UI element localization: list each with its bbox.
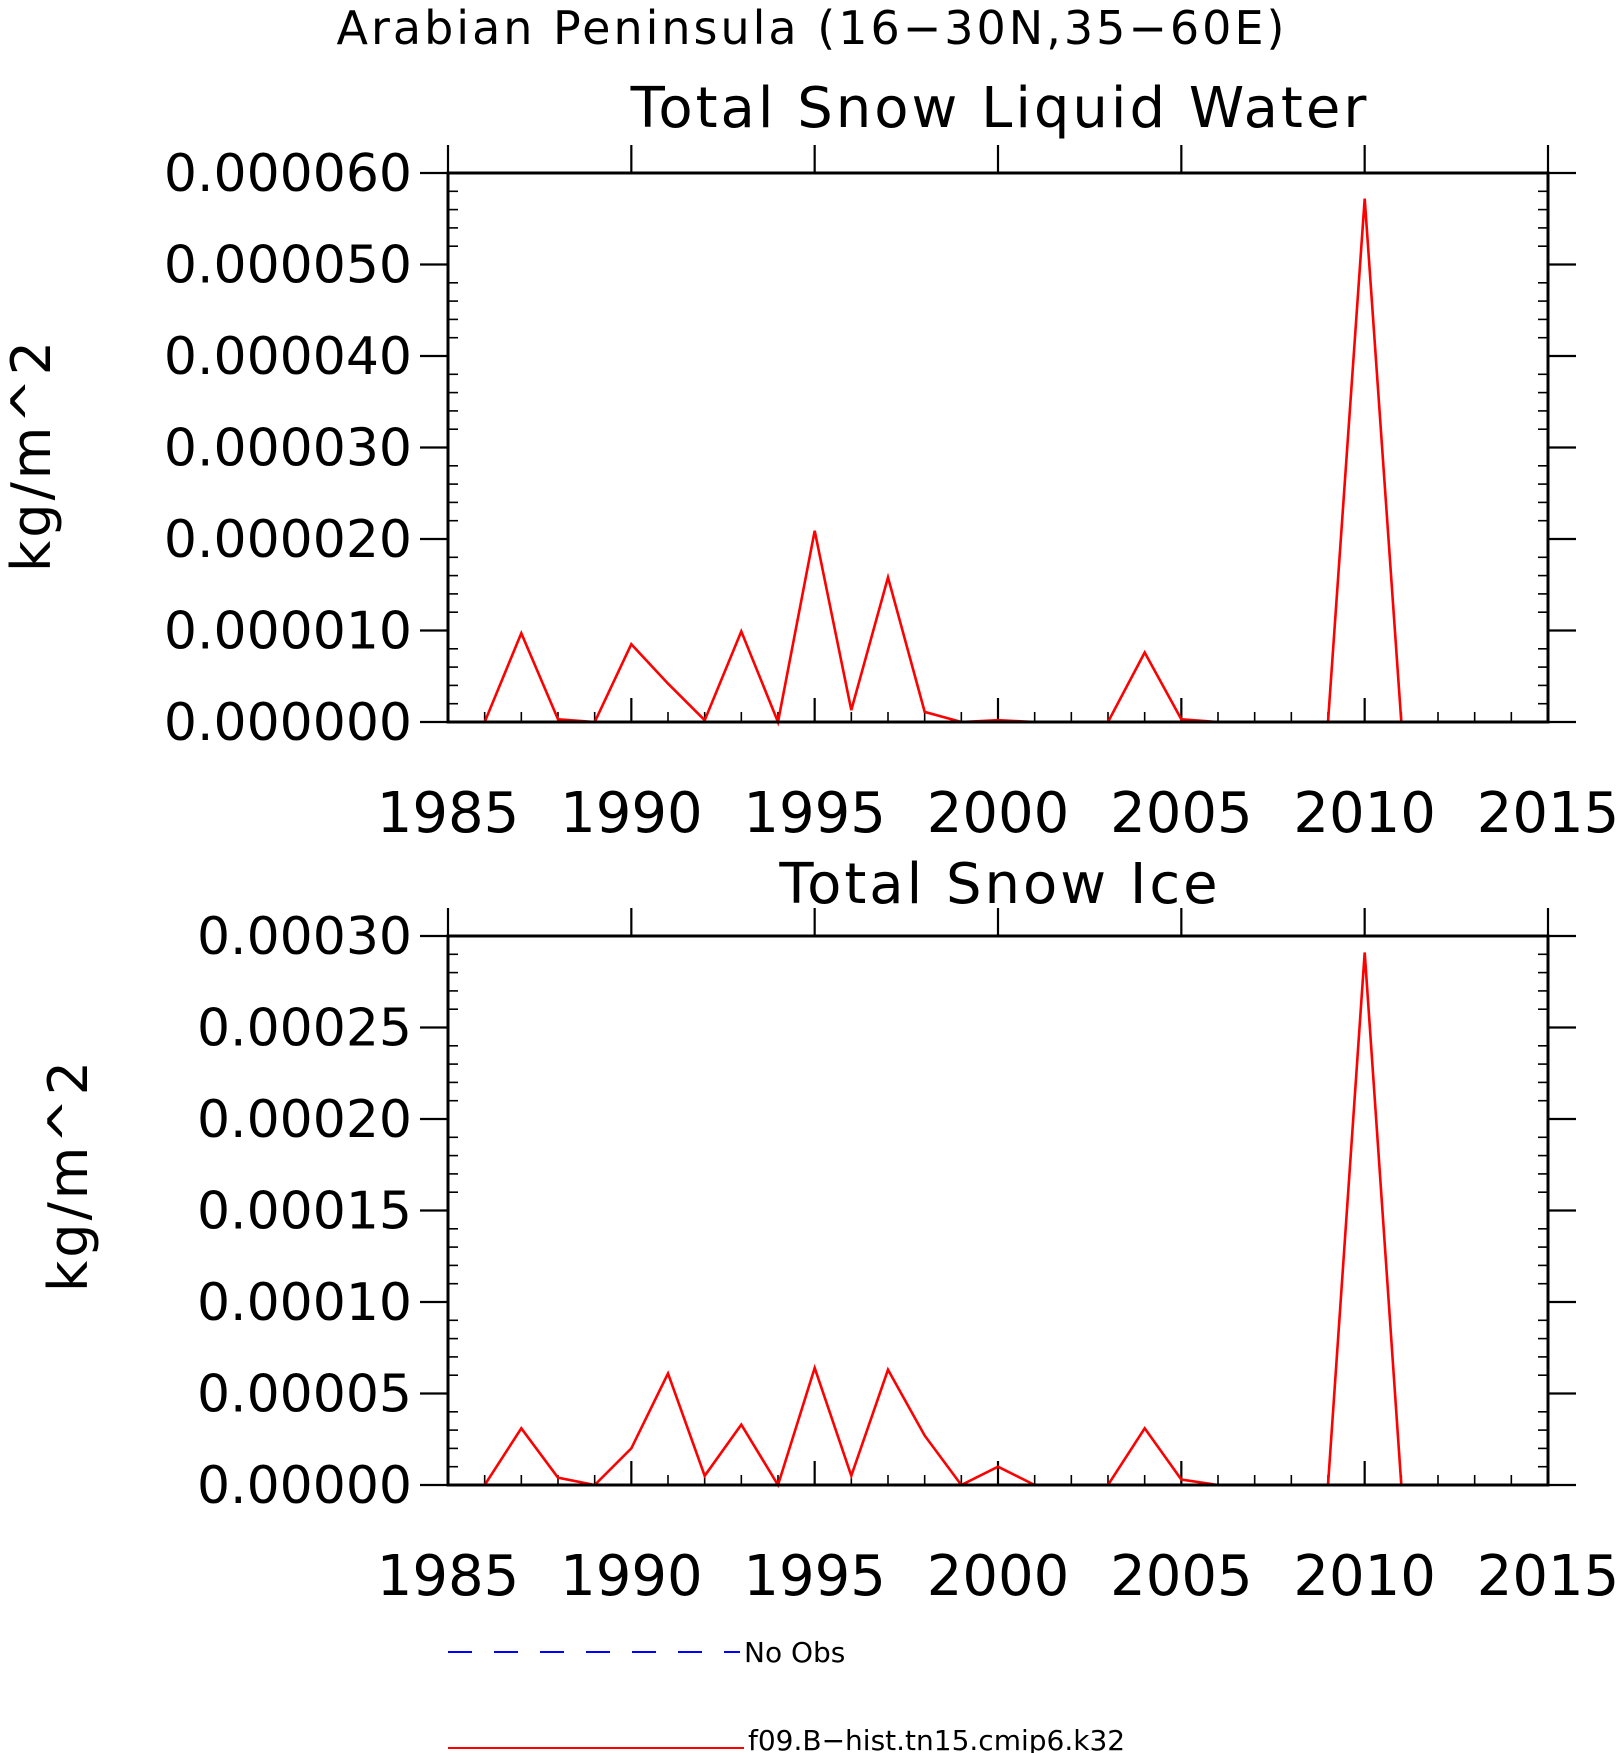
y-tick-label: 0.00000 — [197, 1456, 412, 1516]
y-tick-label: 0.00005 — [197, 1365, 412, 1425]
y-tick-label: 0.00010 — [197, 1273, 412, 1333]
panel-title-snow-liquid-water: Total Snow Liquid Water — [630, 76, 1370, 141]
series-line-model — [448, 952, 1512, 1489]
legend: No Obs f09.B−hist.tn15.cmip6.k32 — [448, 1636, 1125, 1753]
y-tick-label: 0.000050 — [164, 236, 412, 296]
y-tick-label: 0.000010 — [164, 602, 412, 662]
plot-area-snow-ice — [447, 952, 1512, 1489]
figure-suptitle: Arabian Peninsula (16−30N,35−60E) — [337, 1, 1288, 55]
x-tick-label: 1995 — [743, 1544, 886, 1609]
x-tick-labels-snow-ice: 1985 1990 1995 2000 2005 2010 2015 — [377, 1544, 1620, 1609]
x-tick-label: 2000 — [927, 1544, 1070, 1609]
y-tick-label: 0.00025 — [197, 999, 412, 1059]
y-tick-label: 0.00020 — [197, 1090, 412, 1150]
legend-label-no-obs: No Obs — [744, 1636, 845, 1669]
y-tick-label: 0.000040 — [164, 327, 412, 387]
x-tick-label: 2010 — [1293, 1544, 1436, 1609]
panel-snow-ice: Total Snow Ice kg/m^2 0.000000.000050.00… — [37, 852, 1619, 1609]
x-tick-label: 1985 — [377, 781, 520, 846]
x-tick-label: 2000 — [927, 781, 1070, 846]
x-tick-label: 1995 — [743, 781, 886, 846]
panel-snow-liquid-water: Total Snow Liquid Water kg/m^2 0.0000000… — [0, 76, 1619, 846]
y-tick-label: 0.000000 — [164, 693, 412, 753]
x-tick-label: 1990 — [560, 1544, 703, 1609]
y-axis-label-snow-liquid-water: kg/m^2 — [0, 338, 63, 572]
y-tick-labels-snow-liquid-water: 0.000000 0.000010 0.000020 0.000030 0.000040… — [164, 144, 412, 753]
panel-title-snow-ice: Total Snow Ice — [778, 852, 1220, 917]
axes-frame-snow-liquid-water — [446, 171, 1550, 724]
plot-area-snow-liquid-water — [447, 198, 1512, 727]
legend-label-model: f09.B−hist.tn15.cmip6.k32 — [748, 1724, 1125, 1753]
axes-frame-snow-ice — [446, 934, 1550, 1487]
y-tick-label: 0.00015 — [197, 1182, 412, 1242]
y-axis-label-snow-ice: kg/m^2 — [37, 1058, 100, 1292]
y-tick-label: 0.000030 — [164, 419, 412, 479]
y-tick-labels-snow-ice: 0.00000 0.00005 0.00010 0.00015 0.00020 0.000… — [197, 907, 412, 1516]
x-tick-label: 1990 — [560, 781, 703, 846]
ticks-snow-ice — [420, 908, 1576, 1487]
y-tick-label: 0.000020 — [164, 510, 412, 570]
x-tick-label: 2005 — [1110, 781, 1253, 846]
x-tick-label: 2015 — [1477, 781, 1620, 846]
y-tick-label: 0.000060 — [164, 144, 412, 204]
x-tick-label: 1985 — [377, 1544, 520, 1609]
series-line-model — [448, 198, 1512, 727]
x-tick-label: 2015 — [1477, 1544, 1620, 1609]
x-tick-label: 2005 — [1110, 1544, 1253, 1609]
x-tick-label: 2010 — [1293, 781, 1436, 846]
x-tick-labels-snow-liquid-water: 1985 1990 1995 2000 2005 2010 2015 — [377, 781, 1620, 846]
ticks-snow-liquid-water — [420, 145, 1576, 724]
y-tick-label: 0.00030 — [197, 907, 412, 967]
